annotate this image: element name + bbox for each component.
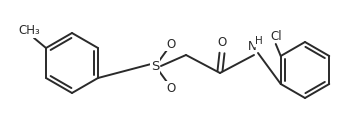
Text: O: O — [166, 38, 176, 51]
Text: O: O — [217, 36, 227, 50]
Text: N: N — [248, 40, 256, 52]
Text: S: S — [151, 60, 159, 72]
Text: O: O — [166, 82, 176, 94]
Text: CH₃: CH₃ — [18, 24, 40, 38]
Text: Cl: Cl — [270, 29, 281, 42]
Text: H: H — [255, 36, 263, 46]
